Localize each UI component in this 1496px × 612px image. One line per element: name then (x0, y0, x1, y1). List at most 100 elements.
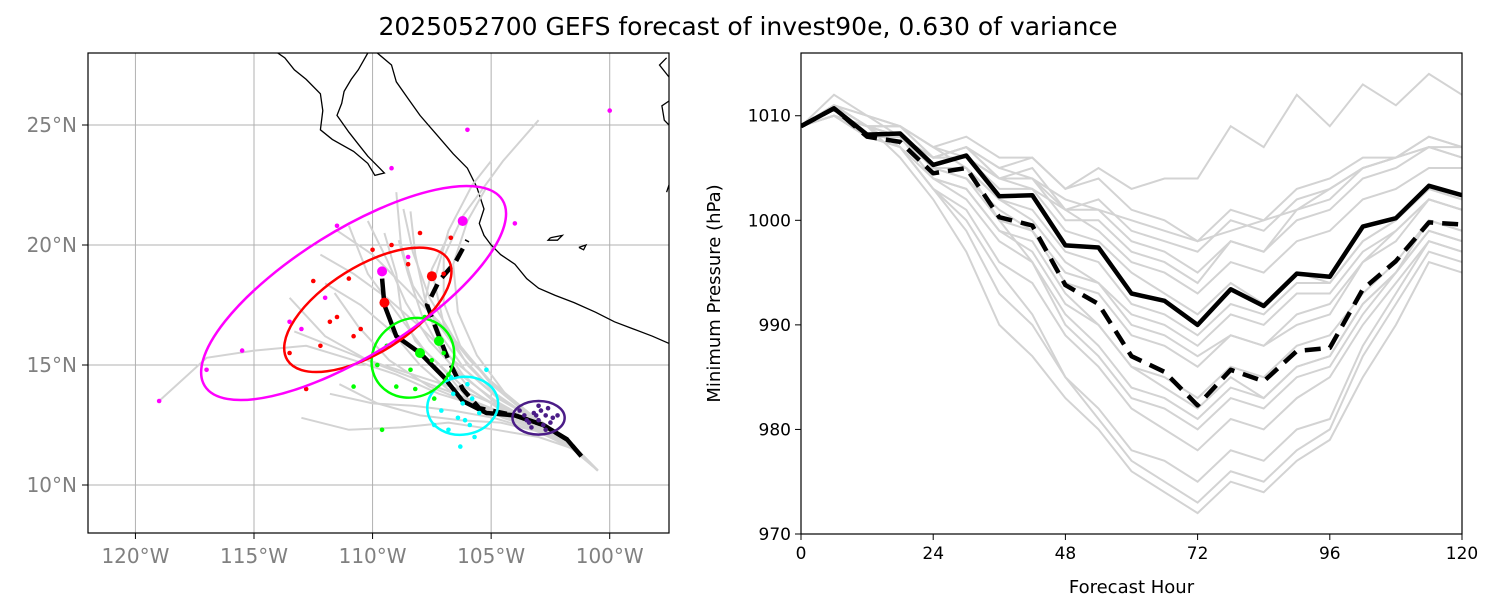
pressure-ytick-label: 1000 (748, 211, 791, 231)
map-xtick-label: 100°W (576, 544, 644, 568)
pressure-xtick-label: 48 (1055, 544, 1077, 564)
cluster-point-48h (476, 410, 482, 416)
cluster-point-72h (408, 367, 413, 373)
coastline (546, 234, 565, 241)
cluster-point-48h (460, 401, 465, 406)
cluster-point-48h (467, 422, 473, 428)
pressure-ytick-label: 970 (759, 525, 791, 545)
cluster-point-120h (607, 108, 613, 113)
cluster-point-48h (462, 417, 468, 423)
pressure-ylabel: Minimum Pressure (hPa) (704, 184, 725, 402)
cluster-point-120h (322, 295, 328, 301)
cluster-point-120h (334, 223, 340, 229)
cluster-point-24h (517, 408, 522, 413)
cluster-point-120h (299, 326, 304, 332)
cluster-point-24h (545, 405, 551, 411)
cluster-point-24h (524, 417, 530, 423)
cluster-point-96h (358, 326, 364, 332)
cluster-ellipse-96h (282, 246, 453, 374)
cluster-ellipse-72h (370, 316, 456, 399)
map-xtick-label: 120°W (101, 544, 169, 568)
map-xtick-label: 110°W (339, 544, 407, 568)
mean-position-marker (433, 336, 444, 346)
mean-pressure-solid (801, 106, 1462, 328)
cluster-point-120h (405, 254, 411, 260)
member-track (333, 292, 599, 472)
cluster-point-96h (417, 230, 423, 236)
cluster-point-24h (533, 413, 539, 418)
pressure-xtick-label: 24 (922, 544, 944, 564)
map-ytick-label: 20°N (27, 233, 77, 257)
cluster-point-48h (439, 408, 444, 413)
cluster-point-48h (455, 415, 461, 421)
ensemble-member-line (801, 114, 1462, 295)
mean-position-marker (415, 348, 425, 358)
pressure-xtick-label: 96 (1319, 544, 1341, 564)
pressure-frame (800, 52, 1463, 535)
cluster-point-24h (550, 415, 556, 421)
coastline (661, 100, 669, 126)
cluster-point-96h (327, 319, 333, 325)
ensemble-member-line (801, 114, 1462, 358)
member-track (366, 220, 599, 472)
cluster-point-72h (375, 362, 380, 368)
cluster-point-96h (389, 242, 394, 248)
cluster-point-96h (287, 350, 292, 356)
cluster-point-24h (536, 417, 541, 423)
cluster-ellipse-120h (199, 184, 508, 402)
cluster-point-48h (472, 434, 477, 440)
cluster-point-72h (351, 384, 356, 389)
cluster-point-72h (393, 384, 399, 389)
cluster-point-24h (529, 425, 534, 430)
ensemble-member-line (801, 104, 1462, 348)
cluster-point-48h (465, 381, 470, 387)
cluster-point-24h (543, 413, 548, 418)
cluster-point-48h (469, 396, 475, 401)
cluster-ellipse-48h (426, 375, 500, 437)
ensemble-member-line (801, 114, 1462, 421)
cluster-point-72h (429, 357, 435, 363)
cluster-point-24h (548, 420, 553, 425)
map-frame (87, 52, 670, 534)
cluster-point-24h (538, 408, 544, 413)
pressure-ytick-label: 1010 (748, 107, 791, 127)
pressure-ytick-label: 990 (759, 316, 791, 336)
cluster-point-120h (389, 165, 394, 171)
pressure-xtick-label: 0 (796, 544, 807, 564)
cluster-point-120h (287, 319, 292, 325)
cluster-point-120h (204, 367, 209, 373)
mean-position-marker (379, 297, 390, 308)
pressure-ytick-label: 980 (759, 420, 791, 440)
cluster-point-96h (346, 276, 352, 281)
coastline (277, 53, 386, 177)
map-ytick-label: 25°N (27, 113, 77, 137)
mean-position-marker (457, 216, 468, 226)
pressure-xlabel: Forecast Hour (1069, 577, 1195, 598)
ensemble-member-line (801, 104, 1462, 368)
cluster-point-72h (431, 396, 437, 401)
cluster-point-96h (441, 271, 447, 277)
pressure-plot-area (801, 72, 1462, 515)
cluster-point-72h (412, 386, 418, 392)
map-ytick-label: 15°N (27, 353, 77, 377)
cluster-point-72h (441, 350, 447, 356)
map-xtick-label: 105°W (457, 544, 525, 568)
cluster-point-120h (156, 398, 162, 404)
map-plot-area (88, 53, 669, 533)
cluster-point-48h (458, 444, 463, 449)
figure-title: 2025052700 GEFS forecast of invest90e, 0… (378, 12, 1118, 41)
cluster-point-72h (379, 427, 385, 433)
pressure-xtick-label: 72 (1187, 544, 1209, 564)
cluster-point-48h (450, 391, 456, 397)
cluster-ellipse-24h (511, 399, 566, 436)
ensemble-member-line (801, 114, 1462, 483)
ensemble-member-line (801, 114, 1462, 285)
cluster-point-24h (522, 413, 527, 418)
ensemble-member-line (801, 93, 1462, 316)
cluster-point-24h (541, 422, 546, 428)
cluster-point-120h (239, 348, 245, 353)
cluster-point-96h (448, 235, 454, 241)
ensemble-member-line (801, 114, 1462, 274)
